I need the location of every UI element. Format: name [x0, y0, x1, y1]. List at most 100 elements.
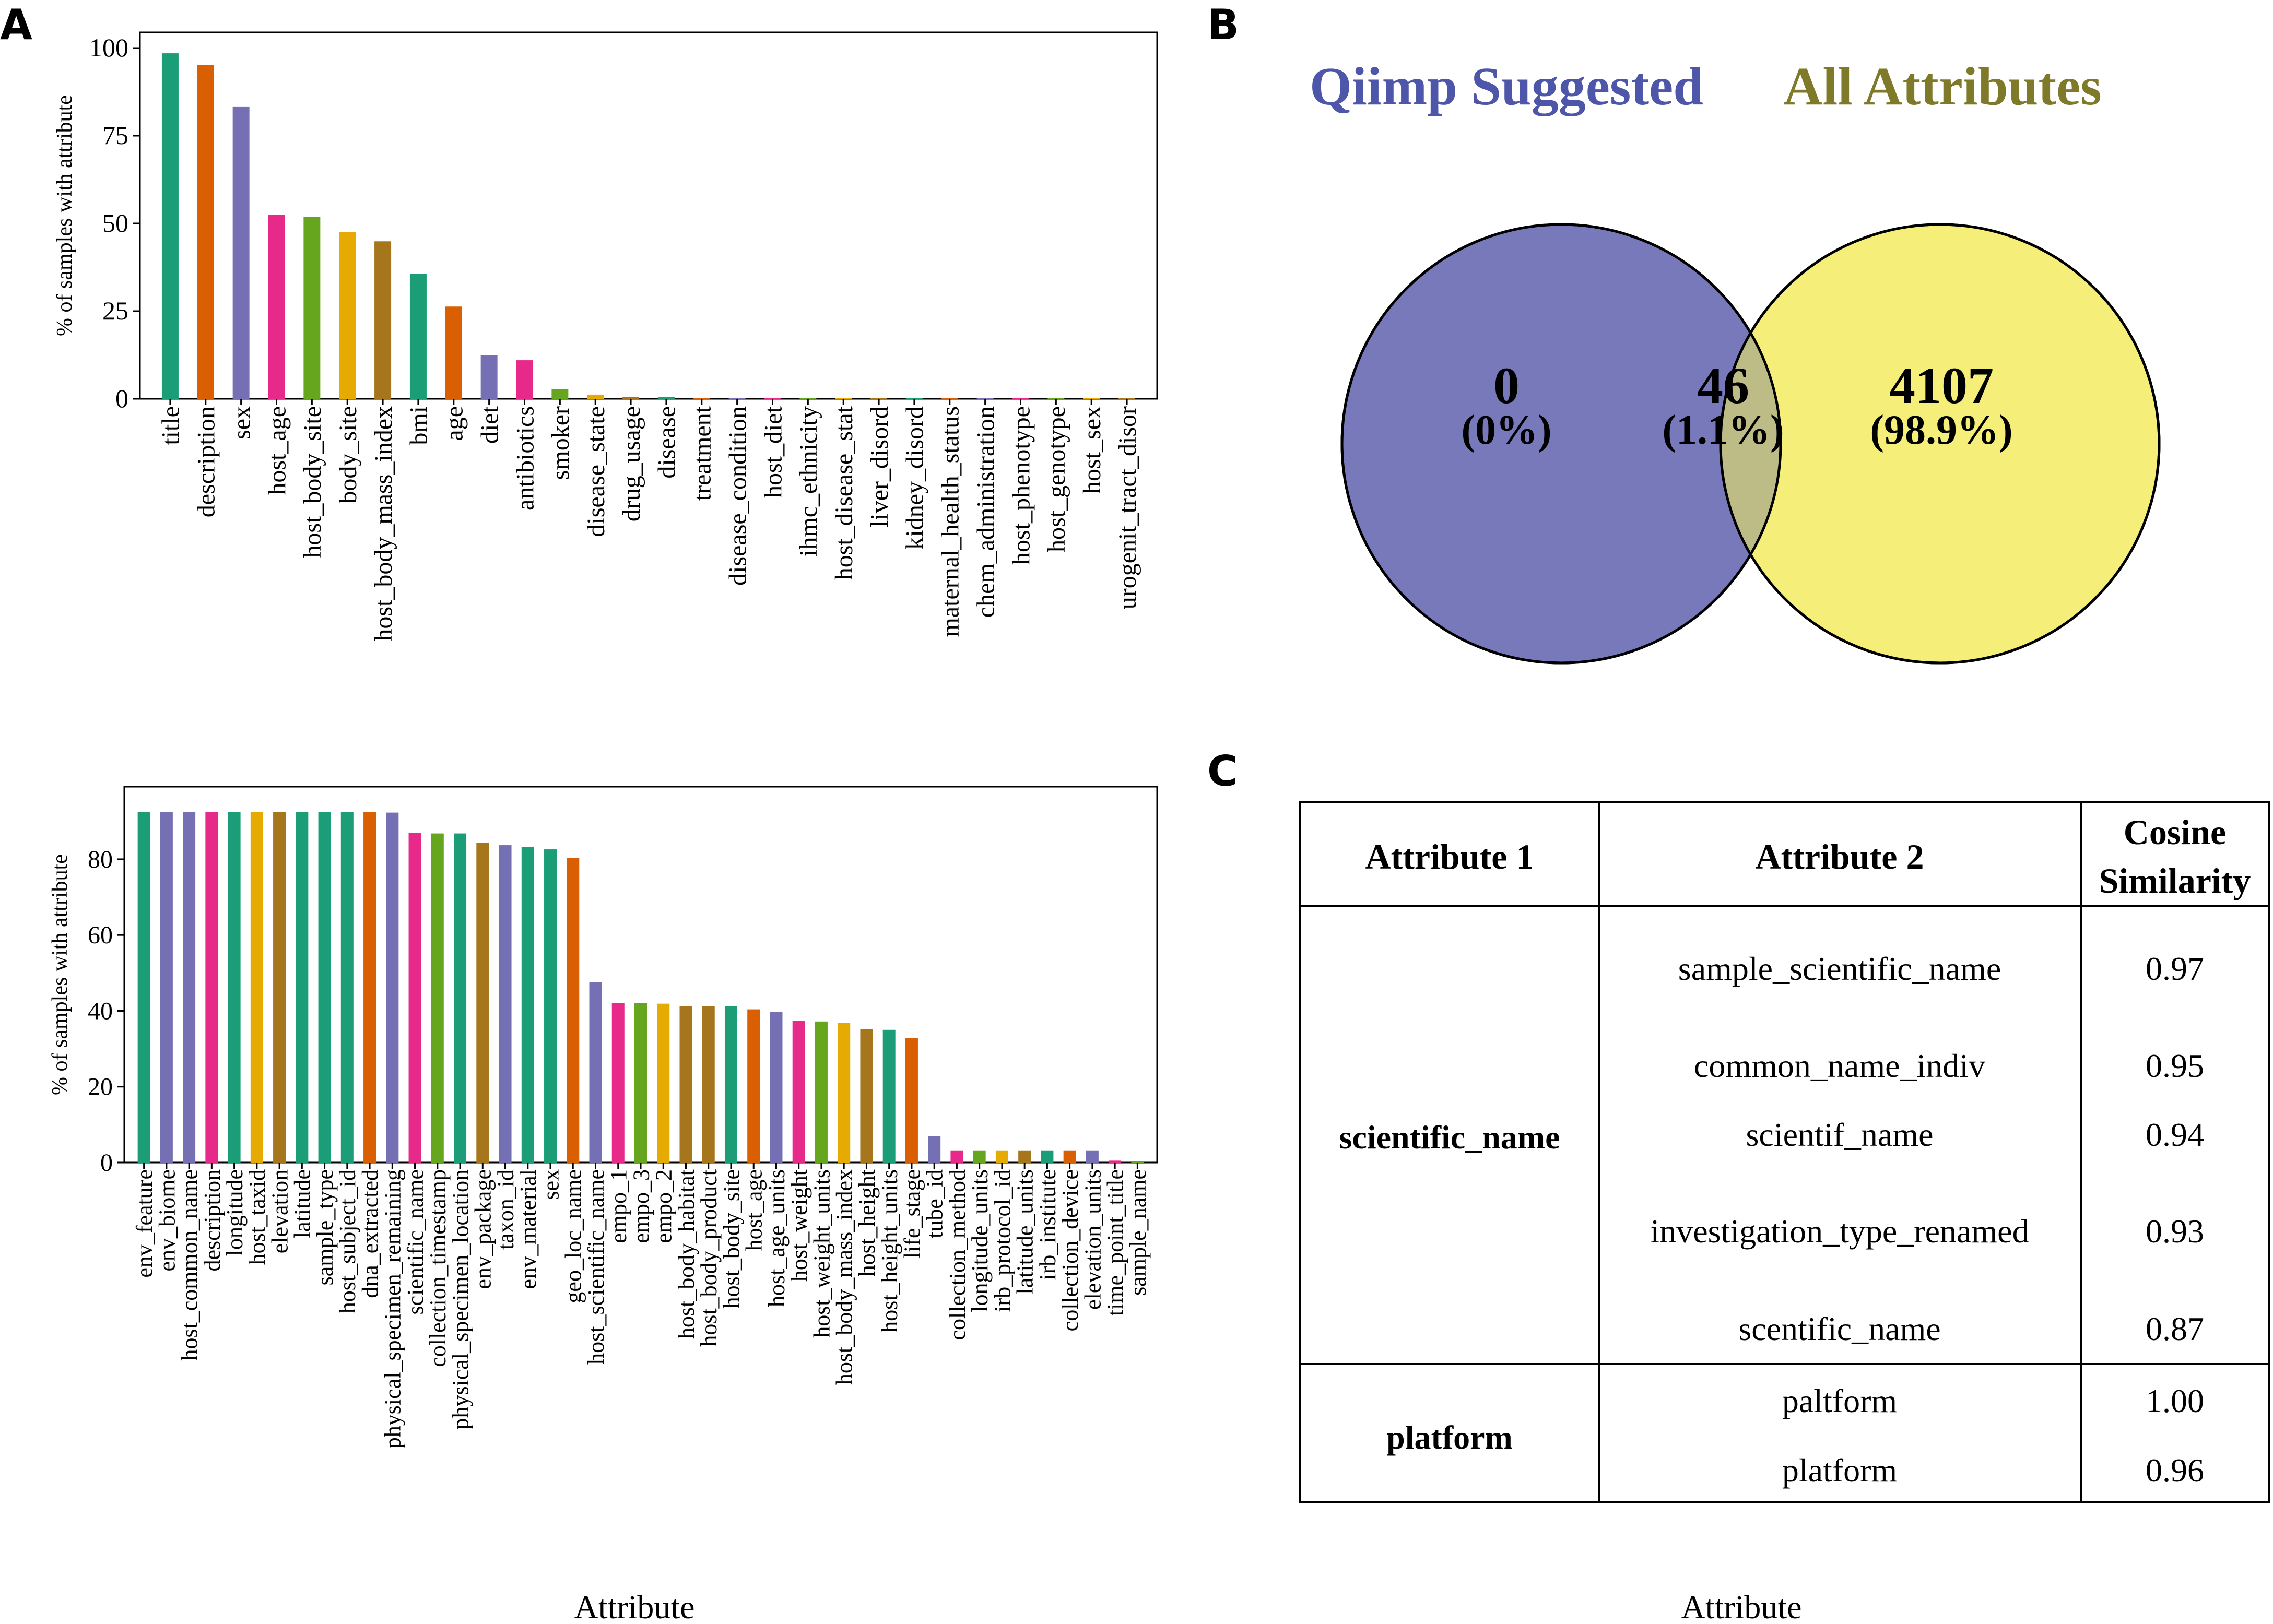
chart-bottom-x-tick-label: empo_2	[651, 1169, 677, 1243]
venn-overlap-count: 46	[1697, 357, 1749, 414]
chart-bottom-bar	[860, 1029, 873, 1163]
chart-bottom-x-tick-label: host_body_habitat	[674, 1169, 699, 1339]
chart-top-bar	[657, 397, 675, 399]
chart-bottom-x-tick-label: description	[199, 1169, 225, 1272]
chart-bottom-bar	[747, 1009, 760, 1163]
chart-bottom-x-tick-label: irb_institute	[1035, 1169, 1061, 1281]
table-cell-score: 0.87	[2146, 1310, 2204, 1347]
chart-bottom-x-tick-label: elevation_units	[1080, 1169, 1105, 1310]
chart-top-x-tick-label: chem_administration	[972, 406, 999, 618]
chart-bottom-x-tick-label: host_body_product	[696, 1169, 722, 1347]
chart-bottom-bars	[137, 812, 1144, 1163]
chart-top-x-tick-label: host_body_mass_index	[370, 406, 397, 642]
chart-top-y-tick-label: 0	[115, 384, 128, 413]
table-cell-attr2: sample_scientific_name	[1678, 950, 2001, 987]
chart-top-x-tick-label: ihmc_ethnicity	[795, 406, 822, 556]
chart-top-x-tick-label: drug_usage	[618, 406, 645, 521]
table-cell-score: 0.96	[2146, 1452, 2204, 1489]
chart-top-bar	[1083, 398, 1100, 399]
chart-bottom-bar	[838, 1023, 851, 1163]
chart-bottom-x-tick-label: time_point_title	[1103, 1169, 1128, 1316]
chart-top: % of samples with attribute 0 25 50 75 100 t…	[53, 31, 1158, 642]
chart-top-bar	[551, 389, 569, 399]
chart-bottom-bar	[589, 982, 602, 1163]
chart-top-bar	[339, 232, 356, 399]
chart-bottom-x-tick-label: scientific_name	[403, 1169, 428, 1315]
chart-bottom-x-tick-label: latitude	[290, 1169, 315, 1238]
chart-top-bar	[374, 241, 392, 399]
chart-top-x-tick-label: bmi	[405, 406, 433, 445]
panel-label-a: A	[0, 1, 32, 49]
chart-top-bar	[197, 65, 214, 399]
venn-overlap-pct: (1.1%)	[1662, 407, 1784, 453]
chart-bottom-x-tick-label: sample_type	[312, 1169, 338, 1285]
chart-bottom-x-tick-label: host_age_units	[764, 1169, 790, 1307]
chart-bottom-y-tick-label: 20	[88, 1073, 113, 1101]
table-header-similarity: Similarity	[2099, 861, 2251, 900]
table-cell-attr2: scientif_name	[1746, 1116, 1934, 1153]
chart-bottom-bar	[792, 1021, 805, 1163]
chart-top-bars	[161, 53, 1136, 399]
chart-bottom-bar	[228, 812, 241, 1163]
chart-bottom-x-tick-label: empo_3	[628, 1169, 654, 1243]
chart-top-x-tick-label: treatment	[689, 406, 716, 501]
chart-bottom-y-tick-label: 80	[88, 846, 113, 873]
chart-top-bar	[693, 398, 710, 399]
chart-bottom-bar	[567, 858, 580, 1163]
chart-top-x-tick-label: sex	[228, 406, 255, 440]
chart-bottom-x-tick-label: geo_loc_name	[561, 1169, 586, 1303]
chart-bottom-y-tick-label: 60	[88, 921, 113, 949]
venn-right-count: 4107	[1889, 357, 1994, 414]
chart-top-y-ticks: 0 25 50 75 100	[89, 33, 140, 413]
chart-top-bar	[516, 360, 533, 399]
venn-right-outline	[1719, 223, 2161, 665]
table-cell-attr2: investigation_type_renamed	[1650, 1213, 2029, 1250]
chart-bottom-bar	[318, 812, 331, 1163]
chart-top-x-tick-label: liver_disord	[866, 406, 893, 527]
chart-bottom-bar	[928, 1136, 941, 1163]
chart-top-y-tick-label: 25	[102, 296, 128, 325]
chart-bottom-y-tick-label: 0	[100, 1149, 113, 1177]
chart-top-y-tick-label: 100	[89, 33, 128, 62]
chart-top-x-tick-label: antibiotics	[511, 406, 539, 511]
chart-top-x-tick-label: host_disease_stat	[830, 406, 858, 580]
chart-top-frame	[139, 31, 1158, 400]
chart-top-bar	[445, 306, 462, 399]
chart-top-x-tick-label: disease_state	[582, 406, 610, 537]
chart-top-bar	[587, 394, 604, 399]
chart-top-bar	[1012, 398, 1029, 399]
chart-bottom-x-tick-label: sex	[538, 1169, 563, 1200]
bottom-label-left: Attribute	[574, 1589, 694, 1624]
table-header-attr1: Attribute 1	[1365, 837, 1534, 876]
table-cell-score: 0.97	[2146, 950, 2204, 987]
chart-bottom-x-tick-label: host_common_name	[177, 1169, 203, 1361]
chart-bottom-bar	[183, 812, 196, 1163]
chart-top-x-tick-label: disease	[653, 406, 681, 479]
chart-top-x-tick-label: age	[441, 406, 468, 441]
chart-top-bar	[480, 355, 498, 399]
chart-bottom-bar	[205, 812, 218, 1163]
chart-top-x-tick-label: urogenit_tract_disor	[1114, 406, 1141, 609]
chart-bottom-x-tick-label: tube_id	[922, 1169, 948, 1238]
chart-bottom-x-tick-label: host_weight_units	[809, 1169, 834, 1338]
chart-top-bar	[303, 217, 321, 399]
chart-top-y-tick-label: 75	[102, 121, 128, 150]
chart-top-bar	[1118, 398, 1136, 399]
chart-bottom-bar	[521, 846, 534, 1163]
chart-bottom-x-tick-label: longitude_units	[967, 1169, 993, 1312]
chart-bottom-bar	[476, 843, 489, 1163]
chart-bottom-x-tick-label: collection_timestamp	[425, 1169, 451, 1367]
venn-left-pct: (0%)	[1461, 407, 1551, 453]
chart-bottom-bar	[882, 1029, 896, 1163]
table-cell-score: 1.00	[2146, 1382, 2204, 1419]
chart-top-x-tick-label: kidney_disord	[901, 406, 929, 550]
venn-left-outline	[1340, 223, 1782, 665]
chart-top-y-tick-label: 50	[102, 208, 128, 238]
chart-bottom-bar	[363, 812, 376, 1163]
chart-bottom-bar	[724, 1006, 737, 1163]
chart-bottom-bar	[657, 1003, 670, 1163]
chart-top-x-tick-label: maternal_health_status	[937, 406, 964, 637]
chart-top-bar	[268, 215, 285, 399]
chart-bottom-x-tick-label: host_scientific_name	[583, 1169, 609, 1365]
